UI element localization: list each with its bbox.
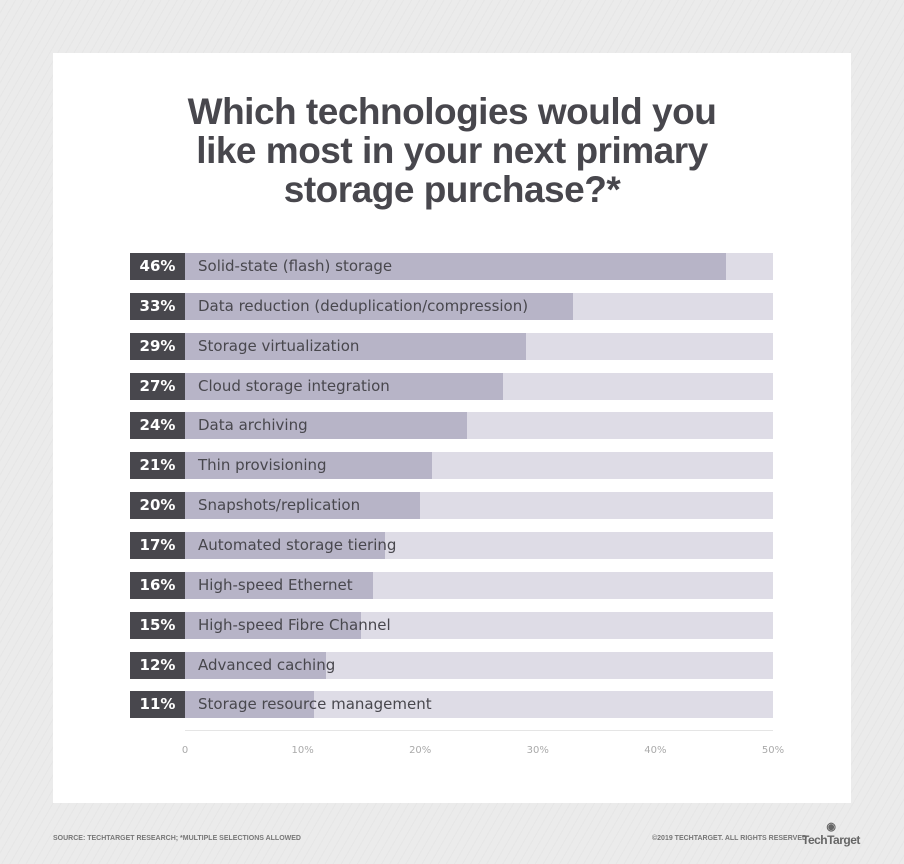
bar: [185, 492, 421, 520]
techtarget-logo: ◉ TechTarget: [802, 820, 860, 847]
value-label: 21%: [130, 452, 185, 480]
bar-row: 11% Storage resource management: [130, 691, 773, 719]
chart-title: Which technologies would you like most i…: [53, 92, 851, 209]
value-label: 29%: [130, 332, 185, 360]
bar: [185, 531, 385, 559]
bar-row: 46% Solid-state (flash) storage: [130, 253, 773, 280]
x-tick-label: 50%: [761, 745, 785, 756]
value-label: 16%: [130, 571, 185, 599]
category-label: Storage resource management: [198, 695, 432, 714]
x-axis: [185, 730, 773, 731]
category-label: Cloud storage integration: [198, 376, 390, 395]
bar: [185, 611, 362, 639]
bar-row: 21% Thin provisioning: [130, 452, 773, 480]
x-tick-label: 0: [181, 745, 189, 756]
bar: [185, 372, 503, 400]
category-label: Advanced caching: [198, 655, 336, 674]
value-label: 11%: [130, 691, 185, 719]
x-tick-label: 30%: [526, 745, 549, 756]
title-line: like most in your next primary: [196, 130, 708, 171]
value-label: 46%: [130, 253, 185, 280]
bar-row: 15% High-speed Fibre Channel: [130, 611, 773, 639]
bar-row: 17% Automated storage tiering: [130, 531, 773, 559]
title-line: storage purchase?*: [283, 169, 621, 210]
bar: [185, 571, 374, 599]
category-label: Data archiving: [198, 416, 308, 435]
bar: [185, 253, 726, 280]
bar-row: 29% Storage virtualization: [130, 332, 773, 360]
eye-icon: ◉: [826, 821, 836, 833]
x-tick-label: 10%: [291, 745, 314, 756]
value-label: 12%: [130, 651, 185, 679]
value-label: 20%: [130, 492, 185, 520]
value-label: 15%: [130, 611, 185, 639]
bar-row: 27% Cloud storage integration: [130, 372, 773, 400]
category-label: High-speed Fibre Channel: [198, 615, 391, 634]
bar-row: 20% Snapshots/replication: [130, 492, 773, 520]
x-tick-label: 40%: [644, 745, 667, 756]
bar: [185, 412, 468, 440]
category-label: Data reduction (deduplication/compressio…: [198, 296, 529, 315]
value-label: 27%: [130, 372, 185, 400]
bar: [185, 651, 327, 679]
bar: [185, 292, 574, 320]
category-label: Automated storage tiering: [198, 535, 397, 554]
title-line: Which technologies would you: [187, 91, 717, 132]
category-label: Solid-state (flash) storage: [198, 257, 393, 275]
bar: [185, 332, 527, 360]
logo-text: TechTarget: [802, 833, 860, 847]
copyright: ©2019 TECHTARGET. ALL RIGHTS RESERVED: [652, 835, 808, 842]
bar-row: 12% Advanced caching: [130, 651, 773, 679]
value-label: 24%: [130, 412, 185, 440]
bar-row: 33% Data reduction (deduplication/compre…: [130, 292, 773, 320]
x-tick-label: 20%: [409, 745, 432, 756]
value-label: 33%: [130, 292, 185, 320]
value-label: 17%: [130, 531, 185, 559]
category-label: Storage virtualization: [198, 336, 360, 355]
bar-row: 16% High-speed Ethernet: [130, 571, 773, 599]
bar: [185, 691, 315, 719]
category-label: Thin provisioning: [198, 456, 327, 475]
bar-row: 24% Data archiving: [130, 412, 773, 440]
source-note: SOURCE: TECHTARGET RESEARCH; *MULTIPLE S…: [53, 835, 301, 842]
category-label: Snapshots/replication: [198, 496, 361, 515]
category-label: High-speed Ethernet: [198, 575, 353, 594]
bar: [185, 452, 432, 480]
